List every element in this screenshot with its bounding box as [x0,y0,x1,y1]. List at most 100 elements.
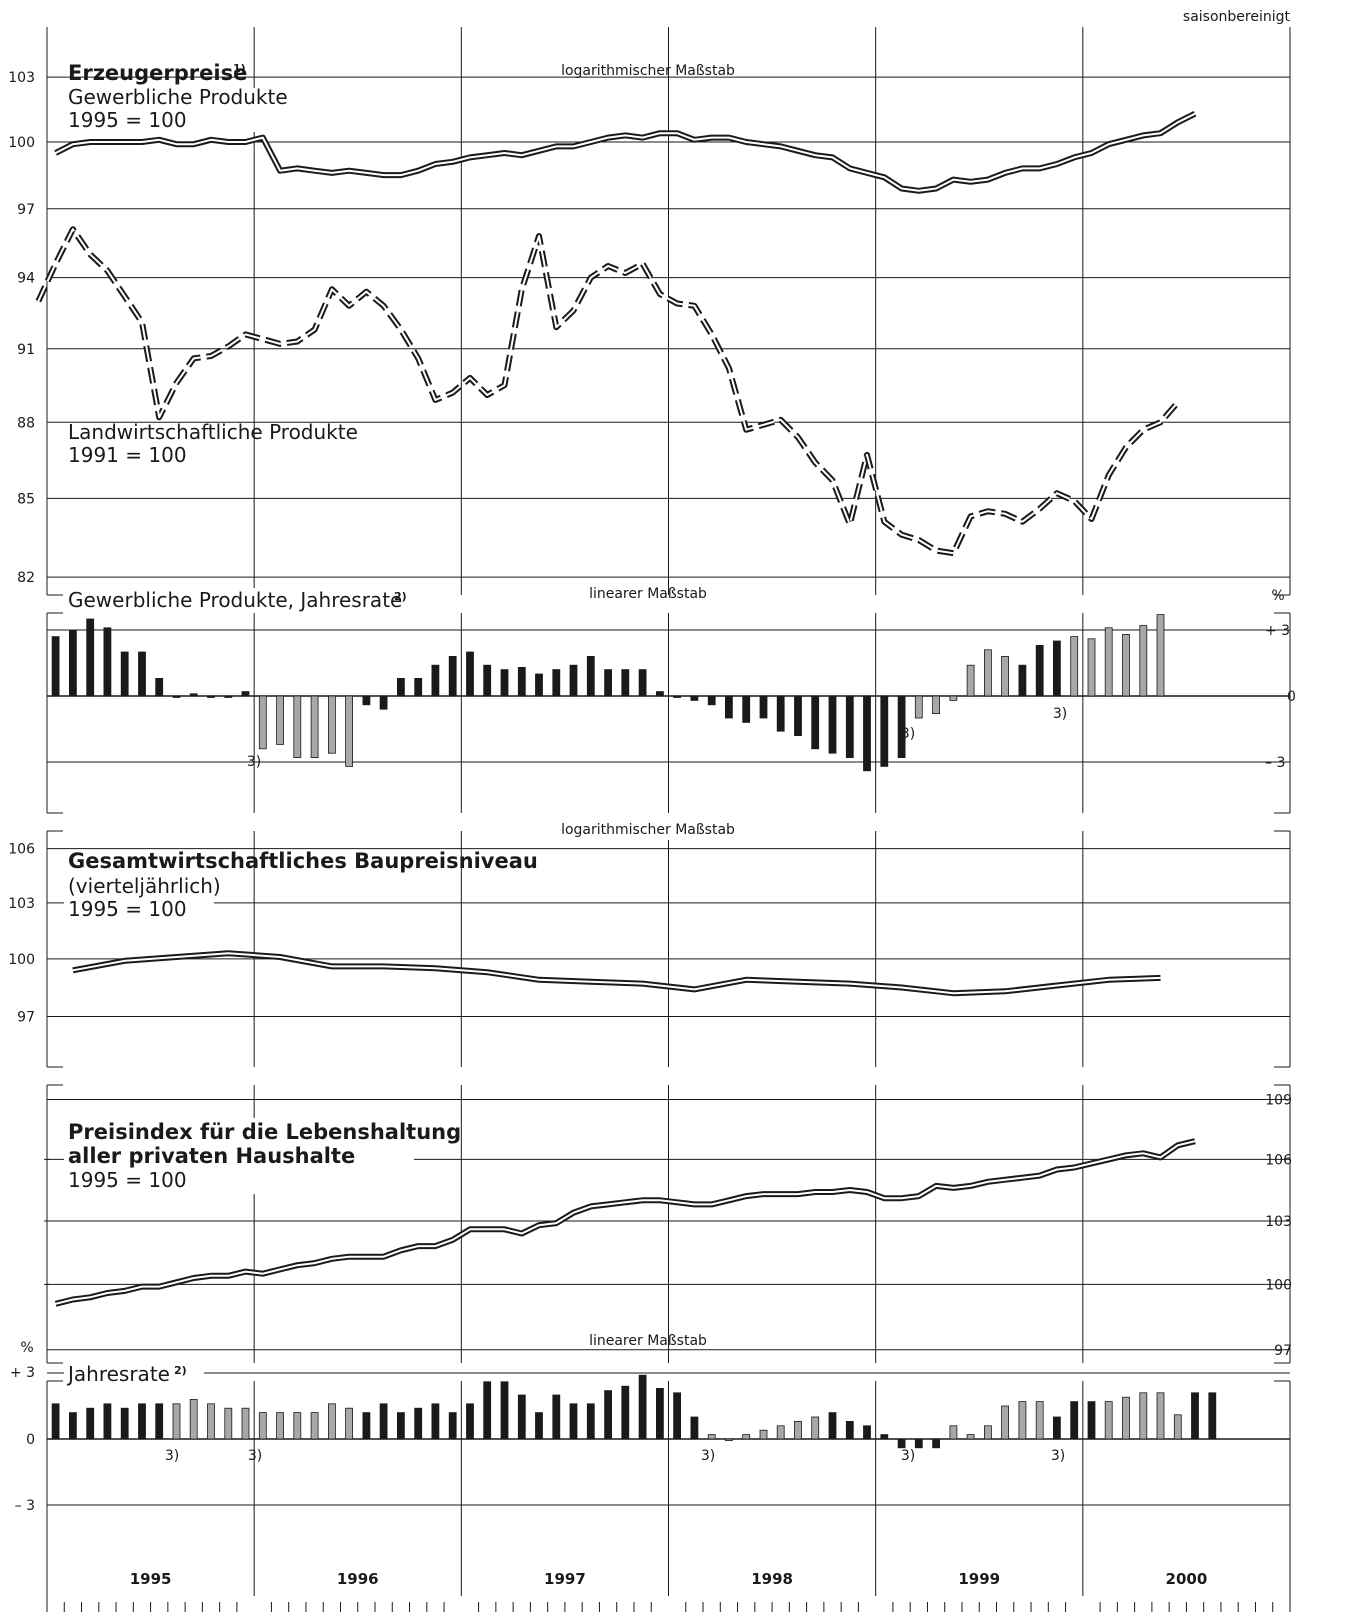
y-tick-label: – 3 [1265,755,1285,771]
bar [1157,615,1164,696]
bar [933,696,940,714]
bar [52,1404,59,1439]
bar [380,696,387,709]
bar [639,670,646,696]
bar [1174,1415,1181,1439]
bar [829,696,836,753]
bar [311,1413,318,1439]
bar [87,619,94,696]
bar [777,1426,784,1439]
x-tick-label: 1995 [130,1570,172,1588]
bar [812,1417,819,1439]
bar [432,665,439,696]
y-tick-label: 103 [8,896,35,912]
bar [69,1413,76,1439]
bar [915,1439,922,1448]
bar [708,1435,715,1439]
bar [467,1404,474,1439]
footnote-marker: 3) [1053,706,1067,722]
bar [915,696,922,718]
bar [1088,1402,1095,1439]
bar [984,1426,991,1439]
bar [363,1413,370,1439]
series-base: 1995 = 100 [68,897,187,921]
bar [484,665,491,696]
bar [484,1382,491,1439]
panel-title: Jahresrate [66,1362,170,1386]
bar [777,696,784,731]
bar [639,1375,646,1439]
bar [1140,626,1147,696]
bar [967,1435,974,1439]
bar [570,665,577,696]
bar [104,628,111,696]
unit-label: % [1271,588,1284,604]
bar [467,652,474,696]
y-tick-label: 0 [1287,689,1296,705]
series-base: 1995 = 100 [68,108,187,132]
bar [173,1404,180,1439]
bar [1053,641,1060,696]
bar [760,1430,767,1439]
bar [397,1413,404,1439]
bar [259,696,266,749]
y-tick-label: 0 [26,1432,35,1448]
bar [225,1408,232,1439]
panel-title-sup: 2) [174,1364,187,1377]
bar [656,692,663,696]
y-tick-label: 106 [1265,1152,1292,1168]
bar [881,696,888,766]
y-tick-label: 97 [1274,1343,1292,1359]
bar [846,1421,853,1439]
bar [605,670,612,696]
bar [415,678,422,696]
bar [69,630,76,696]
bar [1157,1393,1164,1439]
bar [156,678,163,696]
bar [1088,639,1095,696]
bar [225,696,232,698]
bar [518,667,525,696]
bar [760,696,767,718]
scale-label: logarithmischer Maßstab [561,63,735,79]
bar [190,1399,197,1439]
bar [691,1417,698,1439]
bar [864,1426,871,1439]
bar [933,1439,940,1448]
y-tick-label: 100 [8,952,35,968]
y-tick-label: 103 [1265,1214,1292,1230]
series-label: Landwirtschaftliche Produkte [68,420,358,444]
y-tick-label: – 3 [15,1498,35,1514]
scale-label: linearer Maßstab [589,586,707,602]
panel-title: Gewerbliche Produkte, Jahresrate [68,588,402,612]
bar [1123,634,1130,696]
bar [674,1393,681,1439]
footnote-marker: 3) [901,726,915,742]
bar [553,670,560,696]
bar [656,1388,663,1439]
bar [984,650,991,696]
series-base: 1995 = 100 [68,1168,187,1192]
bar [691,696,698,700]
footnote-marker: 3) [247,754,261,770]
x-tick-label: 2000 [1166,1570,1208,1588]
bar [553,1395,560,1439]
bar [208,696,215,698]
footnote-marker: 3) [248,1448,262,1464]
bar [328,696,335,753]
bar [380,1404,387,1439]
y-tick-label: 91 [17,342,35,358]
x-tick-label: 1999 [958,1570,1000,1588]
bar [605,1391,612,1439]
y-tick-label: 94 [17,271,35,287]
y-tick-label: 88 [17,415,35,431]
bar [311,696,318,758]
bar [501,670,508,696]
bar [104,1404,111,1439]
panel-gap [46,1067,1291,1085]
bar [812,696,819,749]
bar [1192,1393,1199,1439]
bar [1053,1417,1060,1439]
bar [725,696,732,718]
